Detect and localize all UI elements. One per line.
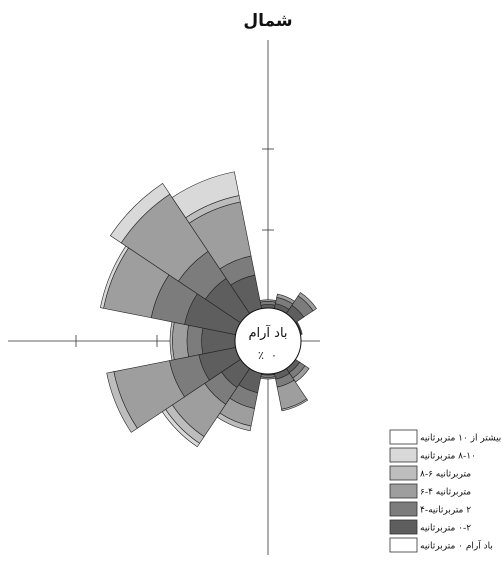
legend-label-4: ۴-٢ متربرثانیه — [420, 506, 471, 516]
wind-rose-petals — [99, 171, 317, 448]
legend-label-0: بیشتر از ١٠ متربرثانیه — [420, 434, 501, 444]
legend-swatch-0 — [389, 429, 418, 445]
chart-title: شمال — [243, 11, 292, 31]
petal-W-class-1 — [186, 324, 204, 358]
legend-swatch-4 — [389, 501, 418, 517]
legend-label-1: ١٠-٨ متربرثانیه — [420, 452, 476, 462]
legend-swatch-1 — [389, 447, 418, 463]
legend-swatch-5 — [389, 519, 418, 535]
calm-label: باد آرام — [248, 324, 287, 341]
calm-unit: ٪ — [258, 349, 264, 362]
petal-W-class-2 — [172, 321, 189, 361]
petal-WSW-class-3 — [106, 371, 138, 433]
calm-center: باد آرام ٪ ٠ — [234, 307, 302, 375]
legend-label-3: ۶-۴ متربرثانیه — [420, 488, 471, 498]
calm-value: ٠ — [271, 349, 277, 362]
legend-swatch-2 — [389, 465, 418, 481]
legend-label-2: ٨-۶ متربرثانیه — [420, 470, 471, 480]
legend: بیشتر از ١٠ متربرثانیه ١٠-٨ متربرثانیه ٨-۶… — [389, 429, 501, 553]
petal-NW-class-4 — [109, 182, 171, 244]
legend-label-5: ٢-٠ متربرثانیه — [420, 524, 471, 534]
legend-label-6: باد آرام ٠ متربرثانیه — [420, 540, 493, 552]
petal-NNW-class-4 — [171, 171, 240, 219]
petal-ENE-class-2 — [295, 321, 303, 335]
petal-NE-class-2 — [297, 292, 317, 312]
legend-swatch-3 — [389, 483, 418, 499]
calm-circle — [234, 307, 302, 375]
legend-swatch-6 — [389, 537, 418, 553]
petal-SSE-class-3 — [281, 398, 309, 412]
